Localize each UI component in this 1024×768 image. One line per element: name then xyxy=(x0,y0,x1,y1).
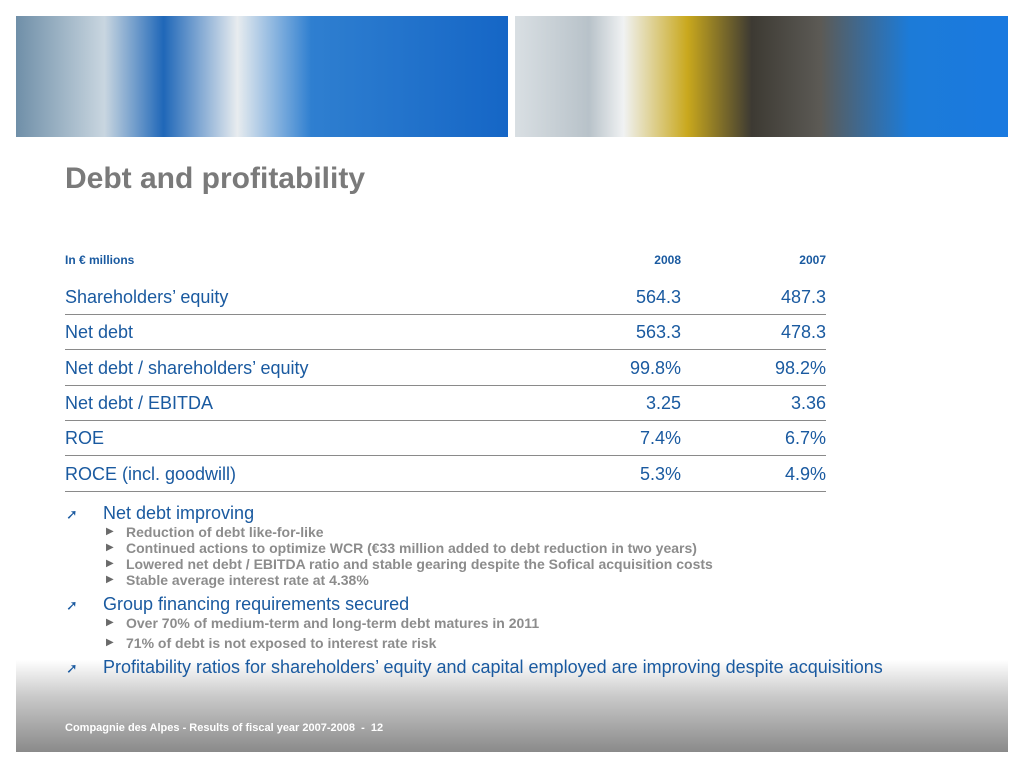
bullet-icon: ➚ xyxy=(66,506,78,522)
sub-bullet: Lowered net debt / EBITDA ratio and stab… xyxy=(126,556,713,572)
row-label: Net debt / shareholders’ equity xyxy=(65,357,309,378)
footer-band xyxy=(16,660,1008,752)
cell: 478.3 xyxy=(780,322,826,343)
cell: 6.7% xyxy=(784,428,826,449)
photo xyxy=(515,16,1008,137)
cell: 487.3 xyxy=(780,287,826,307)
sub-bullet: 71% of debt is not exposed to interest r… xyxy=(126,635,437,651)
cell: 3.36 xyxy=(790,392,826,413)
sub-bullet-icon: ▶ xyxy=(106,558,114,569)
sub-bullet-icon: ▶ xyxy=(106,526,114,537)
bullet-icon: ➚ xyxy=(66,597,78,613)
cell: 563.3 xyxy=(635,322,681,343)
cell: 99.8% xyxy=(629,357,681,378)
sub-bullet-icon: ▶ xyxy=(106,574,114,585)
bullet: Profitability ratios for shareholders’ e… xyxy=(103,657,883,677)
row-rule xyxy=(65,314,826,315)
sub-bullet-icon: ▶ xyxy=(106,617,114,628)
bullet: Group financing requirements secured xyxy=(103,594,410,614)
column-header: In € millions xyxy=(65,253,135,267)
photo xyxy=(16,16,508,137)
row-label: Net debt / EBITDA xyxy=(65,392,214,413)
row-label: ROE xyxy=(65,428,105,449)
sub-bullet-icon: ▶ xyxy=(106,637,114,648)
row-rule xyxy=(65,419,826,421)
row-rule xyxy=(65,455,826,457)
sub-bullet-icon: ▶ xyxy=(106,542,114,553)
row-label: Shareholders’ equity xyxy=(65,287,229,307)
row-rule xyxy=(65,490,826,492)
row-rule xyxy=(65,349,826,351)
sub-bullet: Continued actions to optimize WCR (€33 m… xyxy=(126,540,697,556)
sub-bullet: Reduction of debt like-for-like xyxy=(126,524,324,540)
cell: 564.3 xyxy=(635,287,681,307)
sub-bullet: Over 70% of medium-term and long-term de… xyxy=(126,615,540,631)
cell: 4.9% xyxy=(784,463,826,484)
column-header: 2008 xyxy=(654,253,681,267)
cell: 7.4% xyxy=(639,428,681,449)
cell: 5.3% xyxy=(639,463,681,484)
cell: 98.2% xyxy=(774,357,826,378)
bullet-icon: ➚ xyxy=(66,660,78,676)
row-label: ROCE (incl. goodwill) xyxy=(65,463,237,484)
footer-text: Compagnie des Alpes - Results of fiscal … xyxy=(65,722,384,734)
row-label: Net debt xyxy=(65,322,134,343)
sub-bullet: Stable average interest rate at 4.38% xyxy=(126,572,369,588)
slide-title: Debt and profitability xyxy=(65,162,365,195)
bullet: Net debt improving xyxy=(103,503,255,523)
cell: 3.25 xyxy=(645,392,681,413)
row-rule xyxy=(65,384,826,386)
column-header: 2007 xyxy=(799,253,826,267)
